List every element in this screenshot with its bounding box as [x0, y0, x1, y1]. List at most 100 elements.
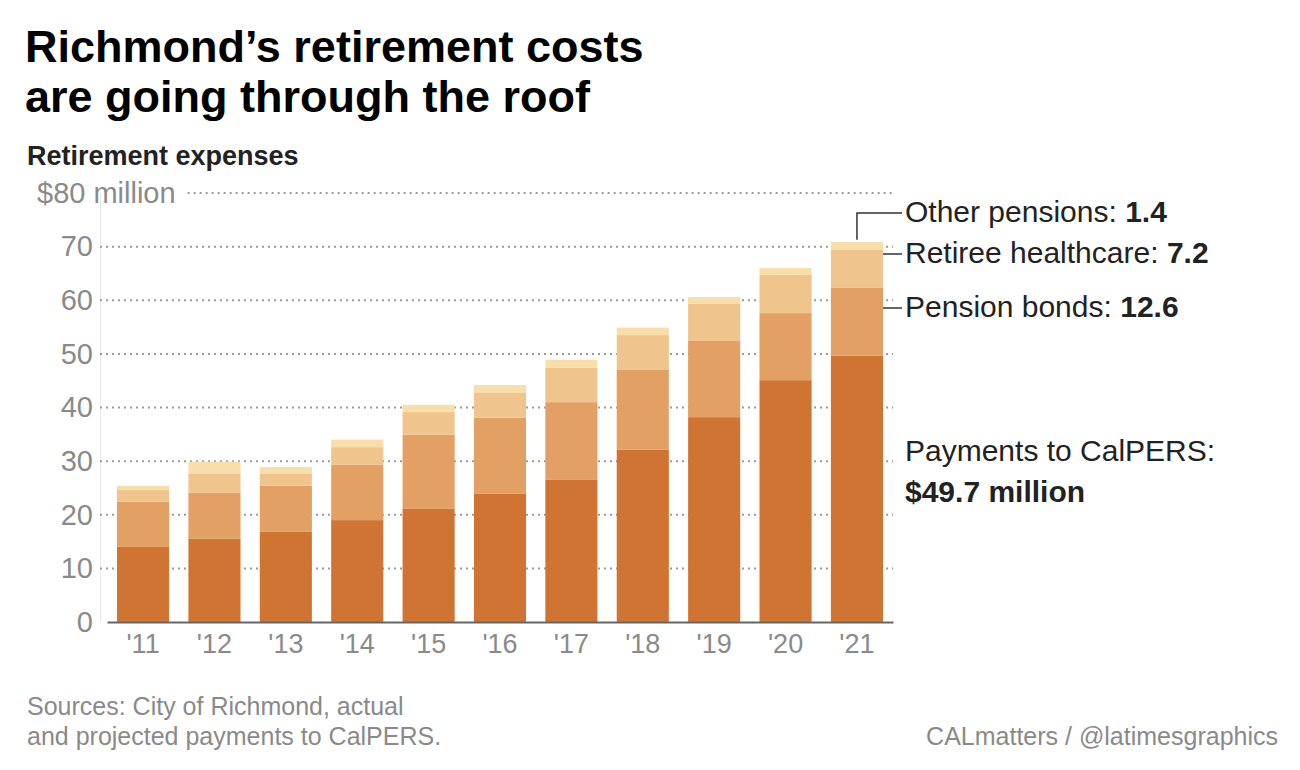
bar-segment [188, 474, 240, 493]
series-label-value: 7.2 [1167, 236, 1209, 269]
x-tick-label: '14 [340, 629, 375, 659]
bar-segment [188, 462, 240, 474]
source: and projected payments to CalPERS. [27, 722, 441, 750]
x-tick-label: '12 [197, 629, 232, 659]
y-tick: 10 [61, 552, 100, 584]
bar-segment [331, 447, 383, 465]
bar-segment [688, 304, 740, 341]
bar-segment [331, 520, 383, 622]
bar-segment [117, 490, 169, 502]
chart: Richmond’s retirement costsare going thr… [0, 0, 1300, 770]
x-tick: '18 [625, 622, 660, 659]
bar-segment [188, 539, 240, 622]
bar-segment [760, 313, 812, 380]
bar-segment [474, 385, 526, 393]
y-tick-label: 30 [61, 445, 93, 477]
bar-segment [331, 440, 383, 448]
series-labels: Payments to CalPERS: $49.7 million Pension… [857, 195, 1215, 508]
leader-line [857, 213, 902, 240]
y-tick: 40 [61, 391, 100, 423]
y-tick: 50 [61, 338, 100, 370]
bar-segment [474, 393, 526, 418]
bar-segment [760, 275, 812, 313]
y-tick-label: 10 [61, 552, 93, 584]
bar-segment [688, 417, 740, 622]
bar-segment [831, 355, 883, 622]
bar-segment [117, 502, 169, 547]
bar-segment [260, 467, 312, 474]
title: are going through the roof [25, 71, 591, 122]
bar-segment [260, 486, 312, 532]
x-tick-label: '11 [126, 629, 159, 659]
y-tick-label: 60 [61, 284, 93, 316]
bar-segment [117, 486, 169, 490]
title: Richmond’s retirement costs [25, 21, 644, 72]
series [117, 288, 883, 547]
grid-line [100, 246, 893, 248]
x-tick: '15 [411, 622, 446, 659]
bar-segment [545, 402, 597, 480]
bar-segment [260, 474, 312, 486]
x-tick: '19 [697, 622, 732, 659]
source: Sources: City of Richmond, actual [27, 692, 404, 720]
x-tick: '14 [340, 622, 375, 659]
x-tick-label: '19 [697, 629, 732, 659]
bar-segment [831, 288, 883, 356]
x-axis: '11 '12 '13 '14 '15 '16 '17 '18 '19 '20 '21 [108, 622, 894, 659]
bar-segment [117, 547, 169, 622]
bar-segment [617, 450, 669, 622]
credit: CALmatters / @latimesgraphics [926, 722, 1278, 750]
series-label: Payments to CalPERS: [905, 434, 1215, 467]
leader-line [883, 307, 902, 309]
bar-segment [545, 360, 597, 368]
y-tick-label: 70 [61, 230, 93, 262]
x-tick: '11 [126, 622, 159, 659]
series-label: Other pensions:1.4 [905, 195, 1167, 228]
bar-segment [260, 532, 312, 622]
x-tick-label: '17 [554, 629, 589, 659]
series-label-name: Pension bonds: [905, 290, 1112, 323]
series-label-name: Retiree healthcare: [905, 236, 1158, 269]
bar-segment [545, 368, 597, 402]
x-tick-label: '21 [839, 629, 874, 659]
subtitle: Retirement expenses [27, 141, 299, 171]
y-tick: 0 [77, 606, 100, 638]
y-tick: 70 [61, 230, 100, 262]
x-tick: '13 [268, 622, 303, 659]
leader-line [883, 253, 902, 255]
x-tick-label: '20 [768, 629, 803, 659]
y-tick-label: $80 million [37, 177, 176, 209]
bar-segment [545, 480, 597, 622]
series-label: Pension bonds:12.6 [905, 290, 1179, 323]
bar-segment [760, 380, 812, 622]
bar-segment [403, 412, 455, 435]
bar-segment [617, 335, 669, 370]
bars [117, 242, 883, 622]
bar-segment [403, 435, 455, 509]
x-tick: '16 [482, 622, 517, 659]
bar-segment [474, 494, 526, 622]
series [117, 242, 883, 490]
bar-segment [760, 268, 812, 275]
bar-segment [688, 297, 740, 304]
series-label-value: $49.7 million [905, 475, 1085, 508]
x-tick: '12 [197, 622, 232, 659]
bar-segment [617, 370, 669, 450]
y-tick: 60 [61, 284, 100, 316]
x-axis-line [108, 622, 894, 624]
bar-segment [403, 405, 455, 412]
x-tick: '17 [554, 622, 589, 659]
series-label-name: Other pensions: [905, 195, 1117, 228]
series-label-value: 12.6 [1120, 290, 1178, 323]
bar-segment [331, 465, 383, 520]
bar-segment [188, 493, 240, 539]
bar-segment [403, 509, 455, 622]
x-tick-label: '16 [482, 629, 517, 659]
series-label-value: 1.4 [1125, 195, 1167, 228]
x-tick: '20 [768, 622, 803, 659]
y-tick-label: 50 [61, 338, 93, 370]
bar-segment [688, 341, 740, 417]
x-tick-label: '13 [268, 629, 303, 659]
x-tick: '21 [839, 622, 874, 659]
series-label: Retiree healthcare: 7.2 [905, 236, 1209, 269]
